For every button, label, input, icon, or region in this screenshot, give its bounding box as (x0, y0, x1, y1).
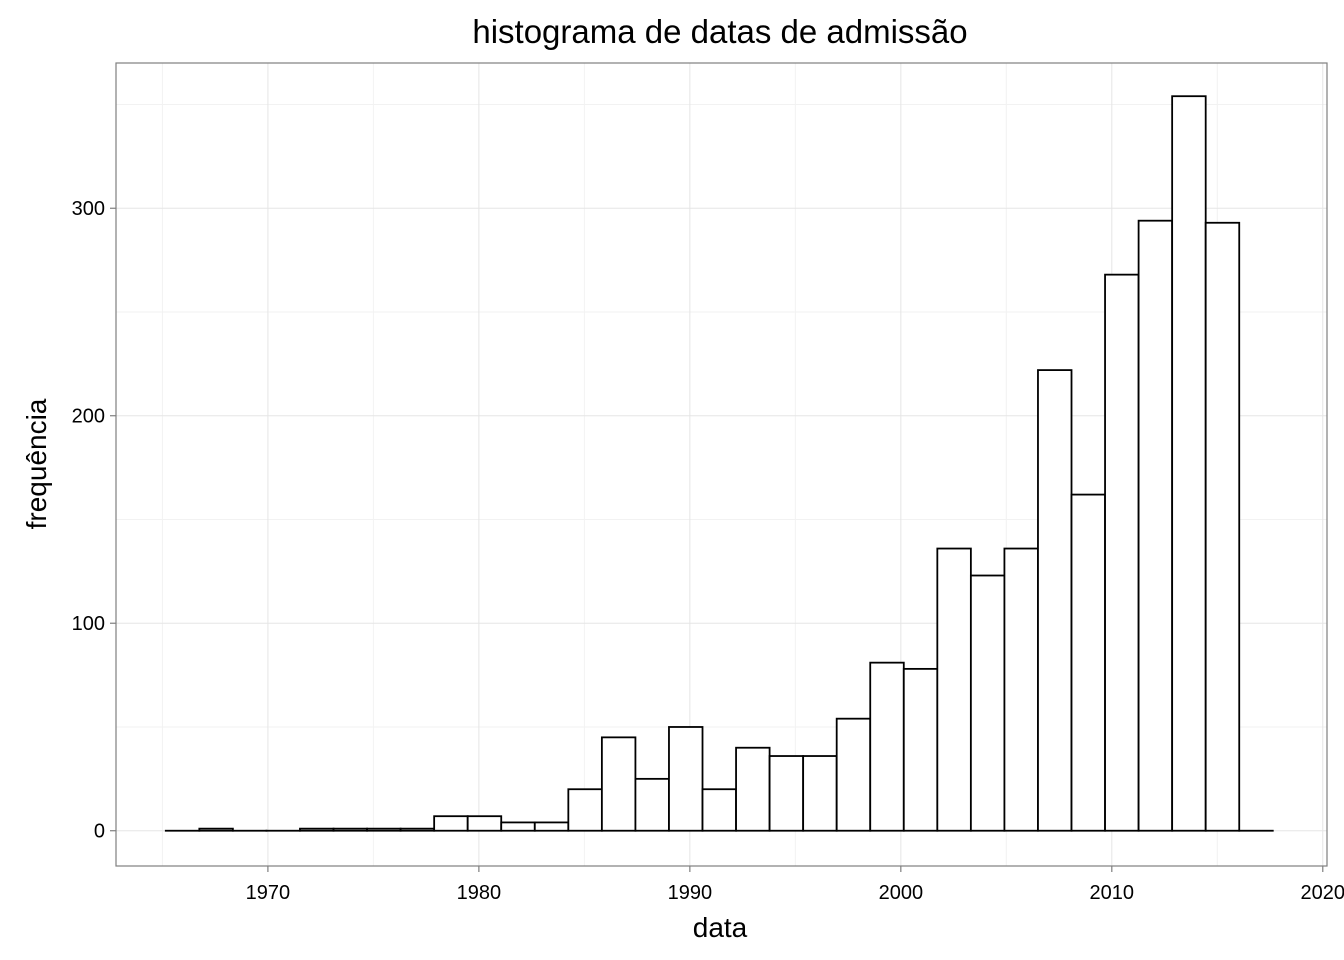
histogram-bar (300, 829, 334, 831)
histogram-bar (401, 829, 435, 831)
histogram-bar (669, 727, 703, 831)
x-tick-label: 2010 (1090, 882, 1135, 904)
histogram-bar (770, 756, 804, 831)
x-axis: 1970 1980 1990 2000 2010 2020 (246, 866, 1344, 904)
histogram-bar (602, 737, 636, 830)
histogram-bar (937, 549, 971, 831)
histogram-bar (1172, 96, 1206, 831)
y-tick-label: 300 (72, 198, 105, 220)
y-tick-label: 0 (94, 821, 105, 843)
histogram-bar (1072, 495, 1106, 831)
x-tick-label: 2020 (1301, 882, 1344, 904)
histogram-bar (635, 779, 669, 831)
histogram-bar (1206, 223, 1240, 831)
histogram-bar (535, 822, 569, 830)
x-tick-label: 1990 (668, 882, 713, 904)
histogram-bar (468, 816, 502, 831)
x-tick-label: 2000 (879, 882, 924, 904)
histogram-bar (803, 756, 837, 831)
x-tick-label: 1980 (457, 882, 502, 904)
y-axis: 0 100 200 300 (72, 198, 116, 842)
histogram-bar (736, 748, 770, 831)
histogram-bar (334, 829, 368, 831)
chart-title: histograma de datas de admissão (472, 13, 967, 50)
histogram-bar (904, 669, 938, 831)
x-tick-label: 1970 (246, 882, 291, 904)
histogram-bar (568, 789, 602, 830)
histogram-bar (1038, 370, 1072, 831)
histogram-bar (367, 829, 401, 831)
histogram-bar (870, 663, 904, 831)
histogram-bar (1139, 221, 1173, 831)
y-axis-title: frequência (21, 398, 52, 529)
histogram-bar (501, 822, 535, 830)
histogram-bar (703, 789, 737, 830)
y-tick-label: 100 (72, 613, 105, 635)
histogram-bar (199, 829, 233, 831)
x-axis-title: data (693, 912, 748, 943)
y-tick-label: 200 (72, 406, 105, 428)
histogram-bar (1105, 275, 1139, 831)
histogram-bar (971, 576, 1005, 831)
histogram-bar (837, 719, 871, 831)
histogram-bar (434, 816, 468, 831)
histogram-bar (1004, 549, 1038, 831)
